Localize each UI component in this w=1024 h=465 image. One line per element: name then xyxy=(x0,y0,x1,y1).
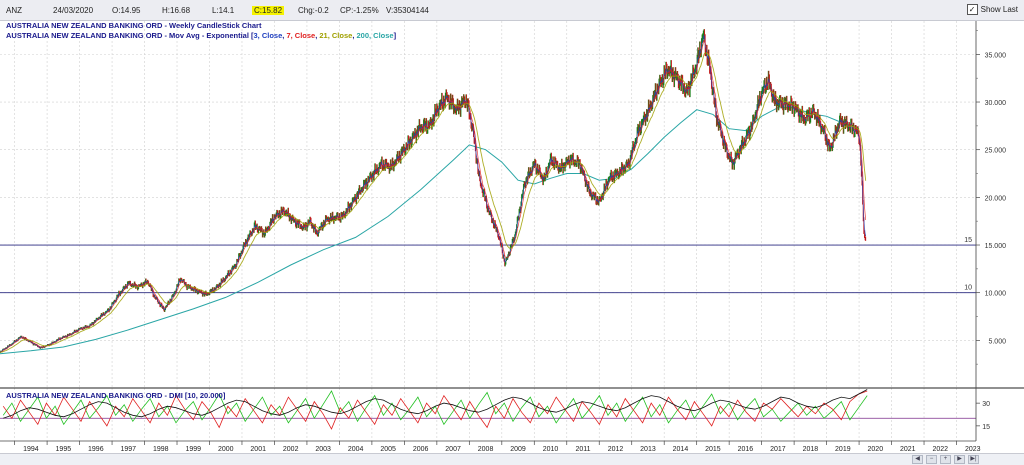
hline-label-10: 10 xyxy=(964,285,972,292)
ema-legend-sep3: , xyxy=(352,31,356,40)
x-tick-label-2001: 2001 xyxy=(250,446,266,453)
y-tick-label-30: 30.000 xyxy=(985,100,1007,107)
y-tick-label-35: 35.000 xyxy=(985,52,1007,59)
x-tick-label-2005: 2005 xyxy=(380,446,396,453)
x-tick-label-2006: 2006 xyxy=(413,446,429,453)
x-tick-label-2016: 2016 xyxy=(738,446,754,453)
ema-legend: AUSTRALIA NEW ZEALAND BANKING ORD - Mov … xyxy=(6,31,397,40)
x-tick-label-2013: 2013 xyxy=(640,446,656,453)
dmi-series-ADX xyxy=(3,389,868,419)
close-price: C:15.82 xyxy=(252,6,285,15)
dmi-lines xyxy=(2,389,868,430)
hline-label-15: 15 xyxy=(964,237,972,244)
x-tick-label-2004: 2004 xyxy=(348,446,364,453)
open-price: O:14.95 xyxy=(112,6,141,15)
symbol-label: ANZ xyxy=(6,6,22,15)
quote-date: 24/03/2020 xyxy=(53,6,94,15)
ema-legend-21: 21, Close xyxy=(319,31,352,40)
dmi-series--DI xyxy=(2,390,868,430)
x-tick-label-2010: 2010 xyxy=(543,446,559,453)
x-tick-label-2015: 2015 xyxy=(705,446,721,453)
show-last-toggle[interactable]: ✓ Show Last xyxy=(966,4,1018,15)
zoom-out-icon[interactable]: − xyxy=(926,455,937,464)
ema-legend-3: 3, Close xyxy=(254,31,283,40)
change-percent: CP:-1.25% xyxy=(340,6,379,15)
chart-title: AUSTRALIA NEW ZEALAND BANKING ORD - Week… xyxy=(6,21,262,30)
show-last-checkbox[interactable]: ✓ xyxy=(966,4,978,15)
x-tick-label-2017: 2017 xyxy=(770,446,786,453)
x-tick-label-2003: 2003 xyxy=(315,446,331,453)
ema-7-polyline xyxy=(0,39,867,353)
dmi-tick-label-30: 30 xyxy=(982,401,990,408)
x-tick-label-2021: 2021 xyxy=(900,446,916,453)
ema-legend-suffix: ] xyxy=(394,31,397,40)
ema-legend-sep1: , xyxy=(282,31,286,40)
zoom-in-icon[interactable]: + xyxy=(940,455,951,464)
y-tick-label-5: 5.000 xyxy=(988,338,1006,345)
dmi-gridlines xyxy=(0,388,976,441)
x-tick-label-2018: 2018 xyxy=(803,446,819,453)
ema-legend-200: 200, Close xyxy=(356,31,393,40)
scroll-end-button[interactable]: ▶| xyxy=(968,455,979,464)
x-tick-label-2020: 2020 xyxy=(868,446,884,453)
change-value: Chg:-0.2 xyxy=(298,6,329,15)
x-tick-label-1998: 1998 xyxy=(153,446,169,453)
chart-background xyxy=(0,21,1024,453)
show-last-label: Show Last xyxy=(980,5,1018,14)
x-tick-label-1997: 1997 xyxy=(121,446,137,453)
dmi-title: AUSTRALIA NEW ZEALAND BANKING ORD - DMI … xyxy=(6,391,226,400)
x-tick-label-2000: 2000 xyxy=(218,446,234,453)
x-tick-label-2019: 2019 xyxy=(835,446,851,453)
ema-legend-sep2: , xyxy=(315,31,319,40)
x-tick-label-2022: 2022 xyxy=(932,446,948,453)
x-tick-label-1996: 1996 xyxy=(88,446,104,453)
x-tick-label-2007: 2007 xyxy=(445,446,461,453)
x-tick-label-1995: 1995 xyxy=(56,446,72,453)
x-tick-label-2012: 2012 xyxy=(608,446,624,453)
dmi-tick-label-15: 15 xyxy=(982,424,990,431)
ema-legend-7: 7, Close xyxy=(286,31,315,40)
y-tick-label-25: 25.000 xyxy=(985,148,1007,155)
price-candles xyxy=(0,29,867,353)
price-axis-ticks: 5.000 10.000 15.000 20.000 25.000 30.000 35.00… xyxy=(976,30,1007,365)
dmi-axis-ticks: 30 15 xyxy=(976,401,990,431)
low-price: L:14.1 xyxy=(212,6,235,15)
quote-header-bar: ANZ 24/03/2020 O:14.95 H:16.68 L:14.1 C:… xyxy=(0,0,1024,21)
x-tick-label-2009: 2009 xyxy=(510,446,526,453)
time-axis-ticks: 1994 1995 1996 1997 1998 1999 2000 2001 2002 2003… xyxy=(14,441,981,453)
x-tick-label-2008: 2008 xyxy=(478,446,494,453)
chart-scrollbar[interactable]: ◀ − + ▶ ▶| xyxy=(0,453,1024,465)
ema-21-polyline xyxy=(0,52,867,353)
x-tick-label-2002: 2002 xyxy=(283,446,299,453)
x-tick-label-1994: 1994 xyxy=(23,446,39,453)
x-tick-label-1999: 1999 xyxy=(185,446,201,453)
x-tick-label-2023: 2023 xyxy=(965,446,981,453)
x-tick-label-2011: 2011 xyxy=(575,446,590,453)
y-tick-label-20: 20.000 xyxy=(985,195,1007,202)
volume-value: V:35304144 xyxy=(386,6,429,15)
x-tick-label-2014: 2014 xyxy=(673,446,689,453)
scroll-right-button[interactable]: ▶ xyxy=(954,455,965,464)
high-price: H:16.68 xyxy=(162,6,191,15)
ema-legend-prefix: AUSTRALIA NEW ZEALAND BANKING ORD - Mov … xyxy=(6,31,254,40)
scroll-left-button[interactable]: ◀ xyxy=(912,455,923,464)
y-tick-label-15: 15.000 xyxy=(985,243,1007,250)
y-tick-label-10: 10.000 xyxy=(985,291,1007,298)
